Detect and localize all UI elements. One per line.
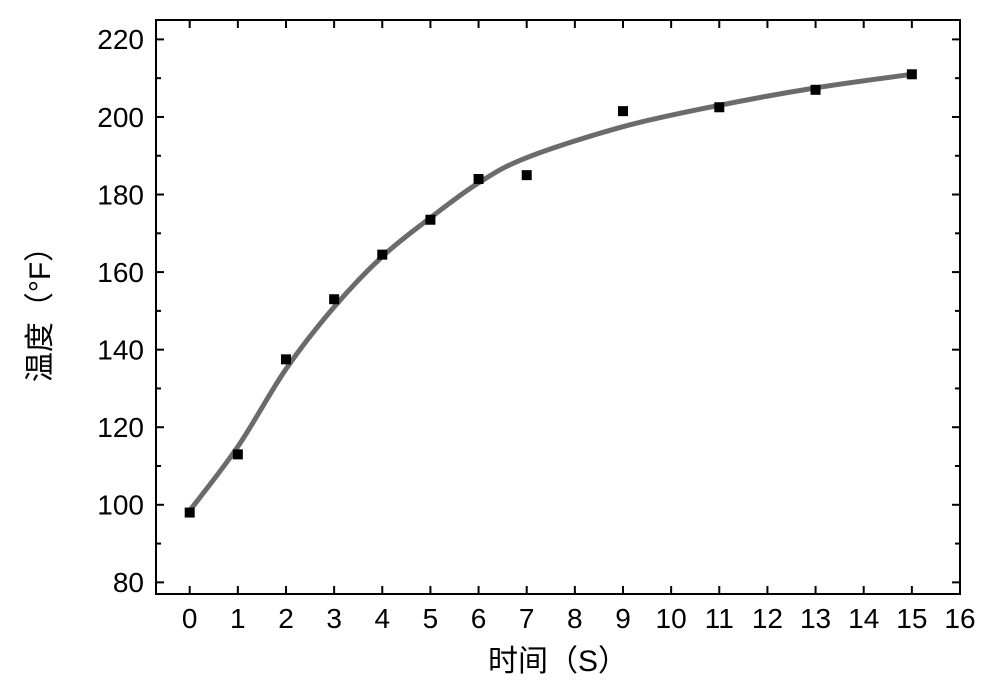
x-tick-label: 11 [705,603,734,634]
data-point [714,102,724,112]
y-tick-label: 180 [97,179,144,210]
chart-svg: 0123456789101112131415168010012014016018… [0,0,1000,689]
x-tick-label: 3 [326,603,342,634]
data-point [811,85,821,95]
y-tick-label: 160 [97,257,144,288]
y-tick-label: 80 [113,567,144,598]
x-tick-label: 13 [800,603,831,634]
data-point [474,174,484,184]
x-tick-label: 0 [182,603,198,634]
x-tick-label: 12 [752,603,783,634]
x-tick-label: 9 [615,603,631,634]
y-tick-label: 200 [97,102,144,133]
y-axis-label: 温度（°F） [24,232,57,382]
data-point [185,508,195,518]
x-tick-label: 14 [848,603,879,634]
x-tick-label: 4 [374,603,390,634]
data-point [281,354,291,364]
data-point [618,106,628,116]
x-tick-label: 10 [656,603,687,634]
data-point [377,250,387,260]
data-point [233,449,243,459]
x-tick-label: 16 [944,603,975,634]
x-tick-label: 6 [471,603,487,634]
x-tick-label: 2 [278,603,294,634]
data-point [907,69,917,79]
x-tick-label: 8 [567,603,583,634]
x-axis-label: 时间（S） [488,645,628,678]
y-tick-label: 140 [97,334,144,365]
data-point [522,170,532,180]
data-point [329,294,339,304]
x-tick-label: 7 [519,603,535,634]
plot-background [0,0,1000,689]
x-tick-label: 1 [230,603,246,634]
data-point [425,215,435,225]
chart-root: 0123456789101112131415168010012014016018… [0,0,1000,689]
y-tick-label: 120 [97,412,144,443]
y-tick-label: 100 [97,490,144,521]
x-tick-label: 5 [423,603,439,634]
x-tick-label: 15 [896,603,927,634]
y-tick-label: 220 [97,24,144,55]
